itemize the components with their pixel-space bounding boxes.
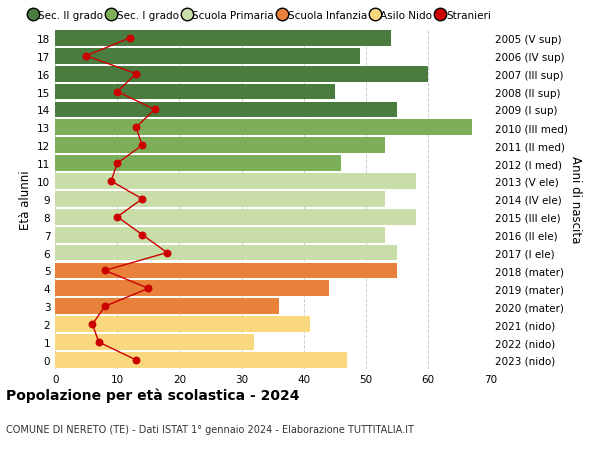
Point — [106, 178, 116, 185]
Bar — [55, 84, 335, 100]
Bar — [55, 245, 397, 261]
Bar — [55, 102, 397, 118]
Bar — [55, 49, 360, 64]
Point — [100, 267, 110, 274]
Point — [137, 142, 147, 150]
Bar — [55, 191, 385, 207]
Point — [125, 35, 134, 42]
Bar — [55, 138, 385, 154]
Bar — [55, 209, 416, 225]
Point — [113, 160, 122, 168]
Y-axis label: Età alunni: Età alunni — [19, 170, 32, 229]
Bar — [55, 299, 279, 314]
Text: COMUNE DI NERETO (TE) - Dati ISTAT 1° gennaio 2024 - Elaborazione TUTTITALIA.IT: COMUNE DI NERETO (TE) - Dati ISTAT 1° ge… — [6, 425, 414, 435]
Bar — [55, 67, 428, 82]
Bar — [55, 263, 397, 279]
Point — [113, 213, 122, 221]
Point — [131, 357, 141, 364]
Bar — [55, 317, 310, 332]
Point — [82, 53, 91, 60]
Point — [131, 71, 141, 78]
Point — [113, 89, 122, 96]
Bar — [55, 174, 416, 190]
Point — [137, 231, 147, 239]
Bar — [55, 335, 254, 350]
Bar — [55, 31, 391, 47]
Point — [131, 124, 141, 132]
Point — [137, 196, 147, 203]
Bar — [55, 281, 329, 297]
Y-axis label: Anni di nascita: Anni di nascita — [569, 156, 582, 243]
Text: Popolazione per età scolastica - 2024: Popolazione per età scolastica - 2024 — [6, 388, 299, 403]
Legend: Sec. II grado, Sec. I grado, Scuola Primaria, Scuola Infanzia, Asilo Nido, Stran: Sec. II grado, Sec. I grado, Scuola Prim… — [30, 11, 491, 21]
Point — [100, 303, 110, 310]
Bar — [55, 352, 347, 368]
Point — [94, 339, 104, 346]
Bar — [55, 156, 341, 172]
Point — [88, 321, 97, 328]
Bar — [55, 227, 385, 243]
Point — [143, 285, 153, 292]
Point — [162, 249, 172, 257]
Bar — [55, 120, 472, 136]
Point — [150, 106, 160, 114]
